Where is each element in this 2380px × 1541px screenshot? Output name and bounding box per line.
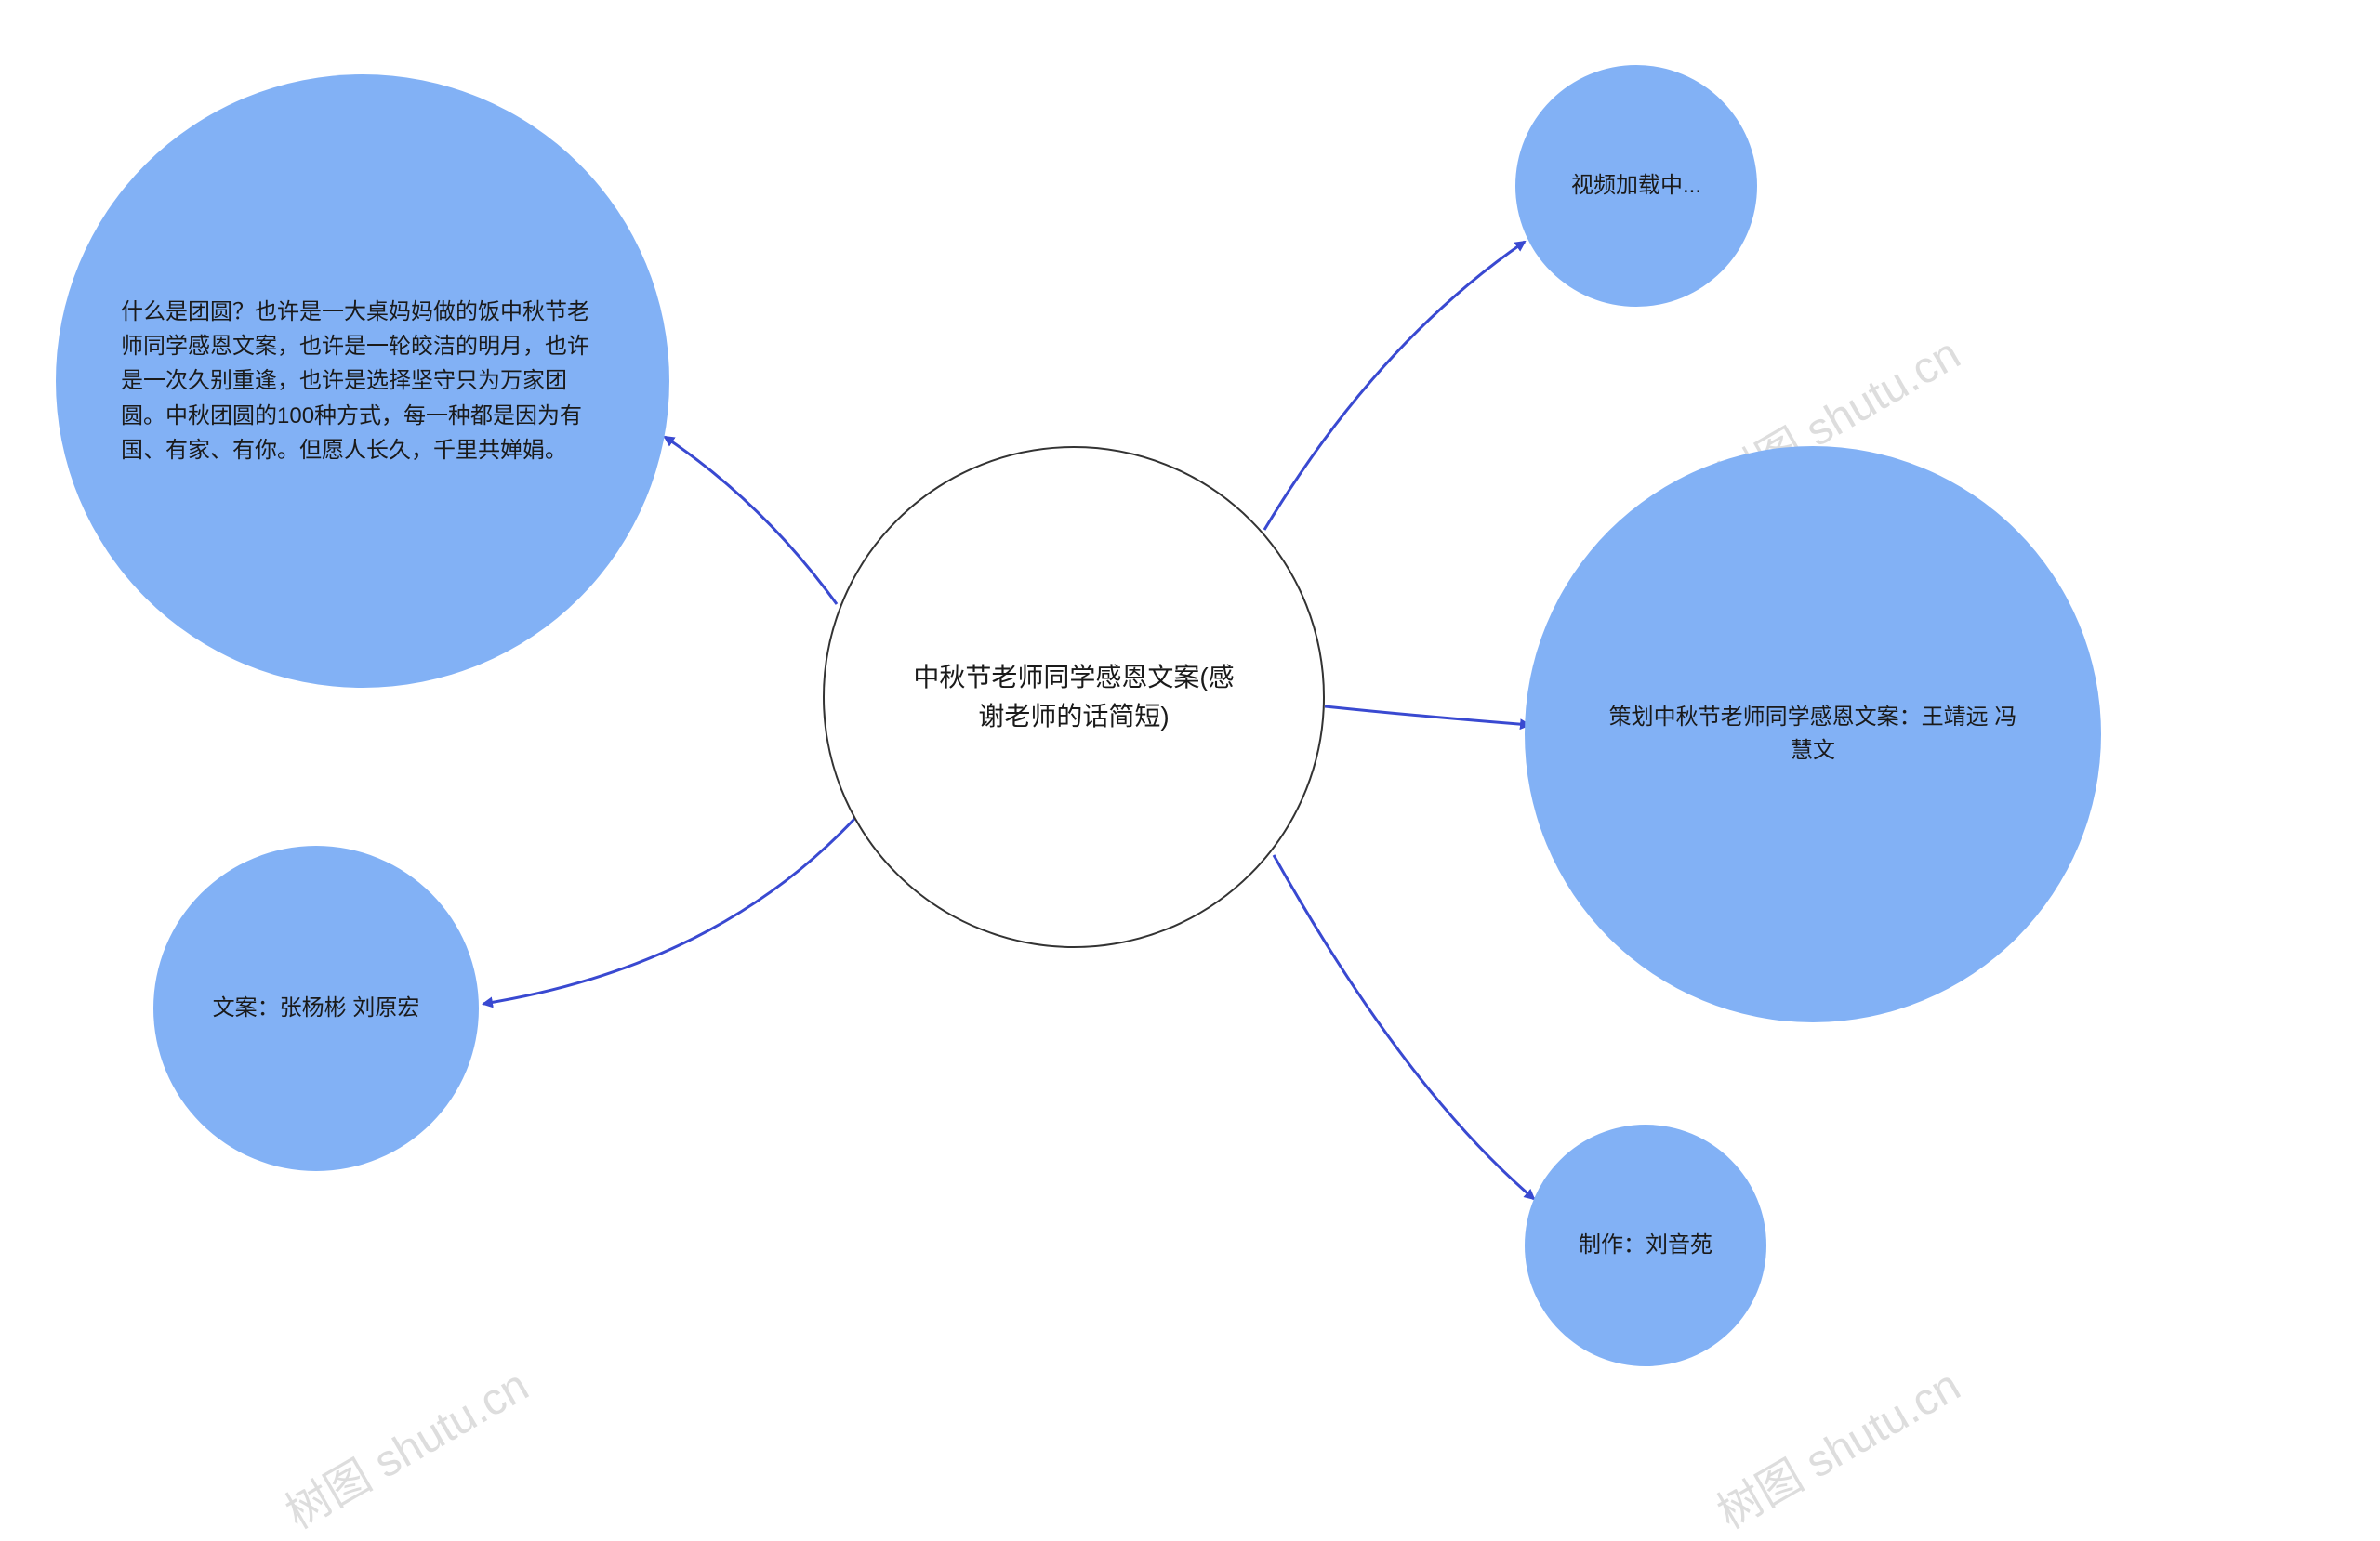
edge — [483, 818, 855, 1004]
leaf-node-reunion[interactable]: 什么是团圆？也许是一大桌妈妈做的饭中秋节老师同学感恩文案，也许是一轮皎洁的明月，… — [56, 74, 669, 688]
leaf-node-text: 策划中秋节老师同学感恩文案：王靖远 冯慧文 — [1525, 701, 2101, 768]
leaf-node-text: 视频加载中... — [1541, 169, 1731, 203]
leaf-node-text: 文案：张杨彬 刘原宏 — [178, 992, 456, 1025]
edge — [1274, 855, 1534, 1199]
center-node[interactable]: 中秋节老师同学感恩文案(感谢老师的话简短) — [823, 446, 1325, 948]
leaf-node-video-loading[interactable]: 视频加载中... — [1515, 65, 1757, 307]
edge — [1264, 242, 1525, 530]
leaf-node-text: 制作：刘音苑 — [1549, 1229, 1742, 1262]
leaf-node-copywriter[interactable]: 文案：张杨彬 刘原宏 — [153, 846, 479, 1171]
leaf-node-text: 什么是团圆？也许是一大桌妈妈做的饭中秋节老师同学感恩文案，也许是一轮皎洁的明月，… — [56, 295, 669, 468]
center-node-text: 中秋节老师同学感恩文案(感谢老师的话简短) — [825, 658, 1323, 736]
leaf-node-planning[interactable]: 策划中秋节老师同学感恩文案：王靖远 冯慧文 — [1525, 446, 2101, 1022]
edge — [665, 437, 837, 604]
edge — [1325, 706, 1529, 725]
mindmap-canvas: 树图 shutu.cn 树图 shutu.cn 树图 shutu.cn 树图 s… — [0, 0, 2380, 1509]
watermark: 树图 shutu.cn — [1703, 1350, 1970, 1541]
watermark: 树图 shutu.cn — [271, 1350, 538, 1541]
leaf-node-production[interactable]: 制作：刘音苑 — [1525, 1125, 1766, 1366]
